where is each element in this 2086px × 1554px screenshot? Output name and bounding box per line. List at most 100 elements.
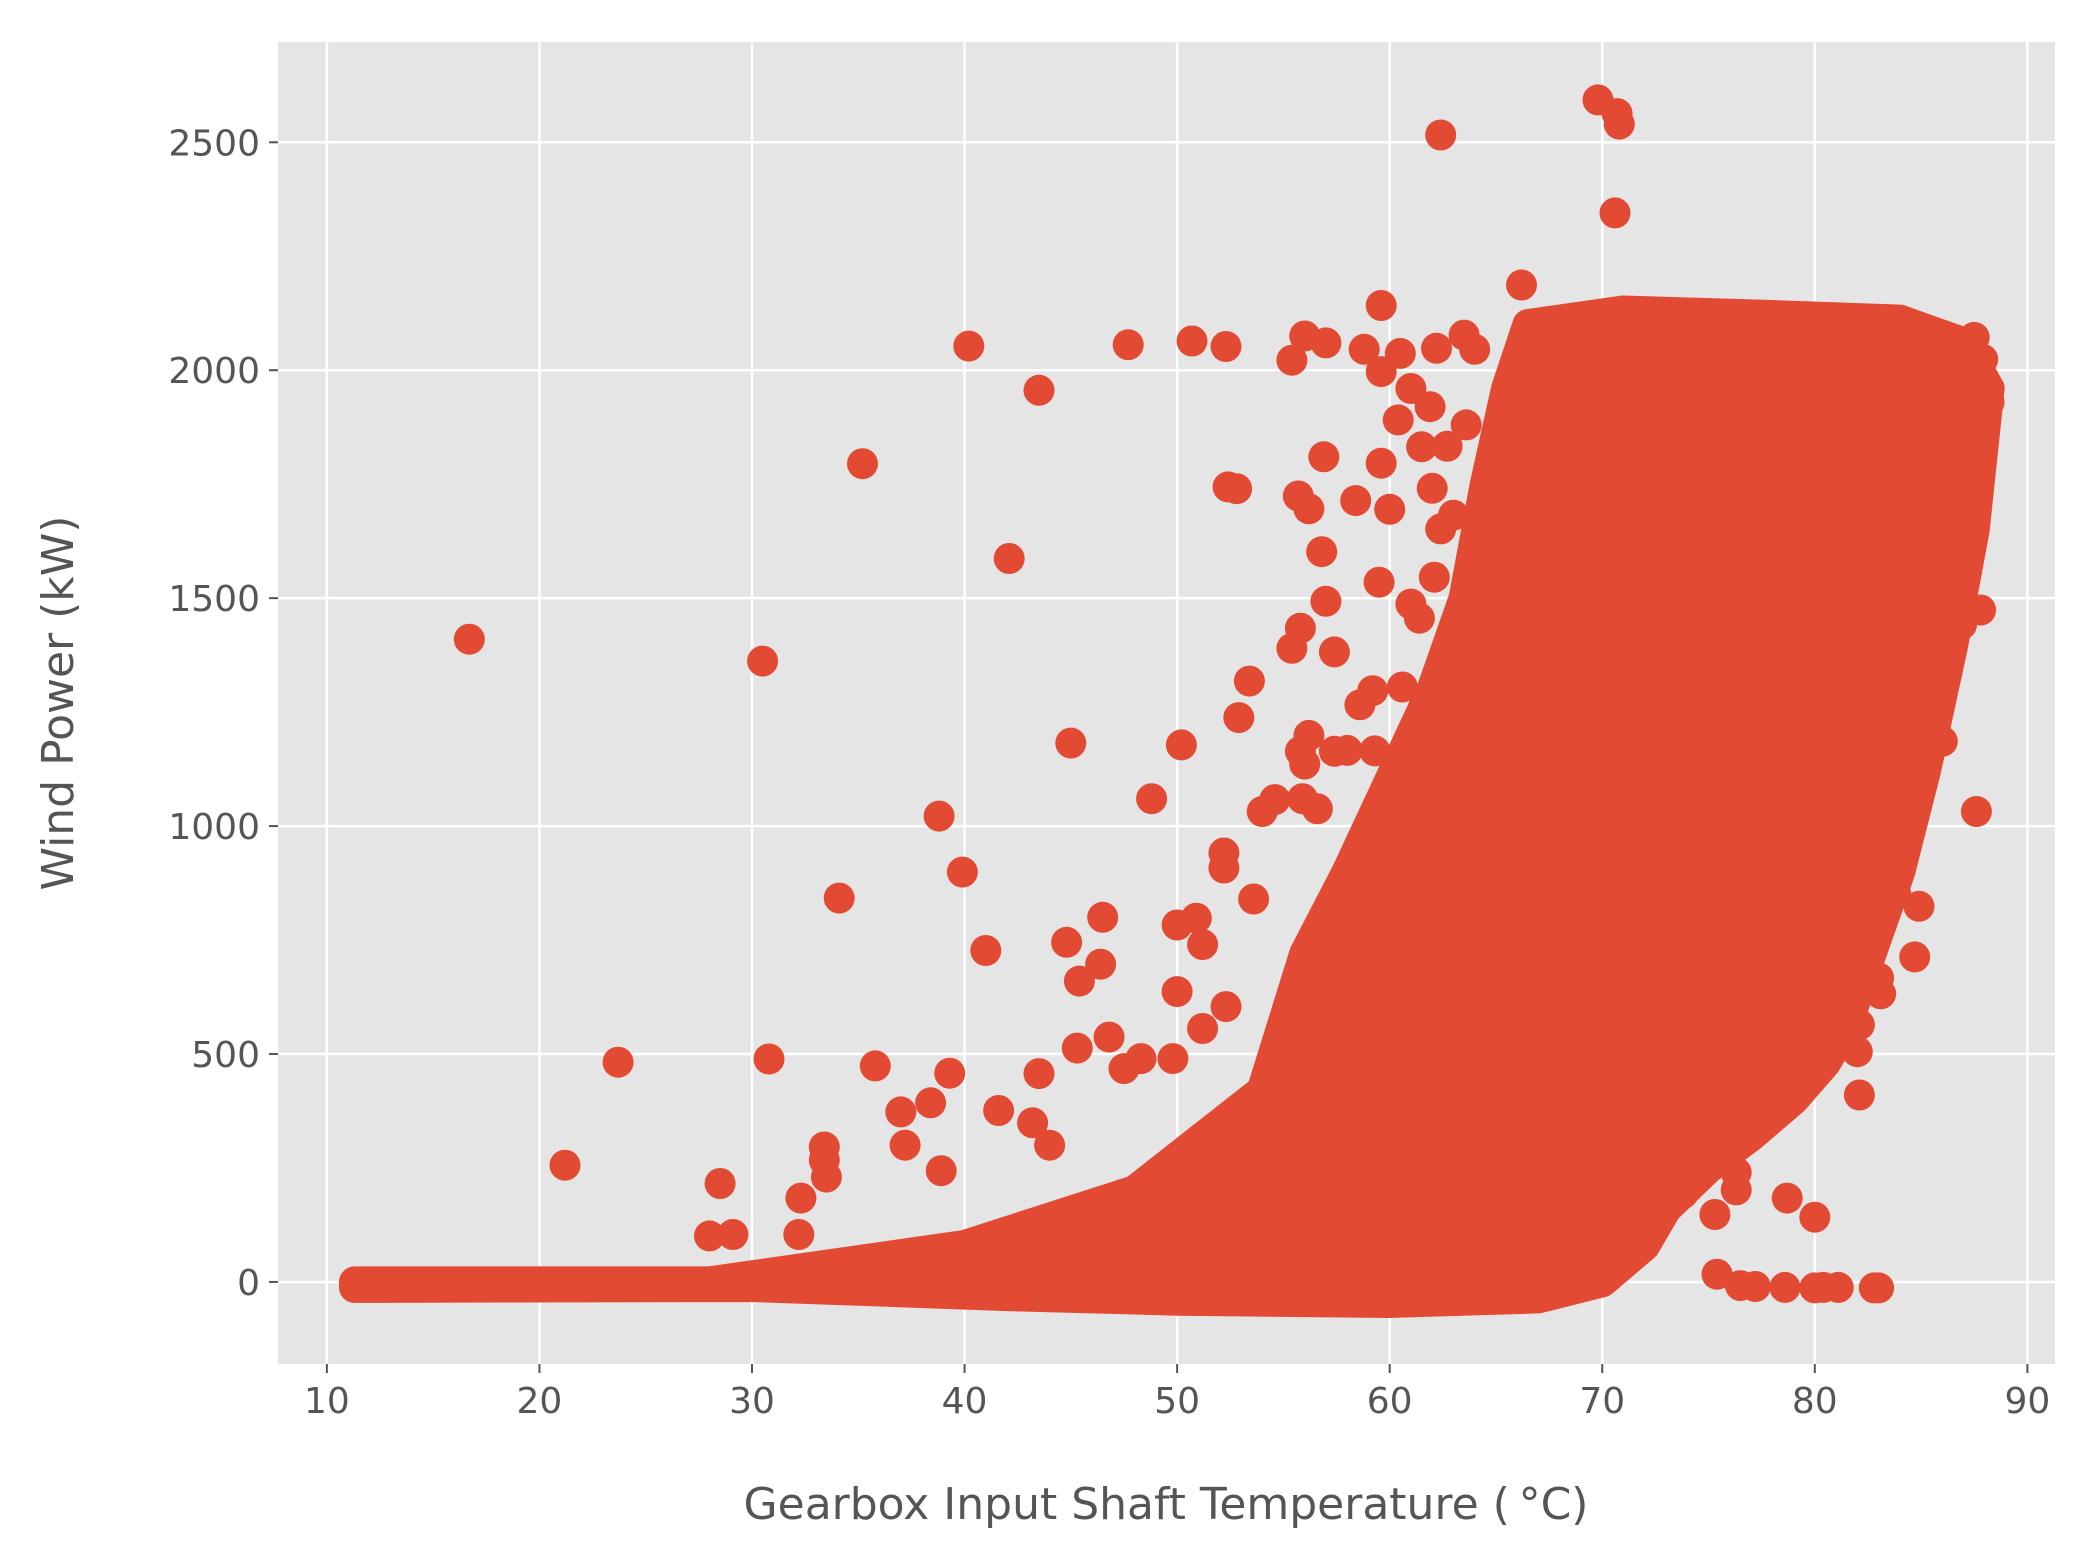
x-tick-label: 10	[304, 1381, 350, 1422]
data-point	[1386, 671, 1418, 703]
data-point	[810, 1161, 842, 1193]
data-point	[1863, 1272, 1895, 1304]
data-point	[1208, 852, 1240, 884]
data-point	[1161, 976, 1193, 1008]
data-point	[1926, 547, 1958, 579]
data-point	[747, 645, 779, 677]
data-point	[923, 800, 955, 832]
data-point	[1210, 331, 1242, 362]
data-point	[1739, 1271, 1771, 1302]
data-point	[859, 1050, 891, 1082]
data-point	[1085, 948, 1117, 980]
y-tick-label: 500	[191, 1035, 260, 1076]
data-point	[1023, 1058, 1055, 1090]
data-point	[1769, 1271, 1801, 1303]
data-point	[1357, 675, 1389, 707]
y-axis-label: Wind Power (kW)	[33, 516, 84, 891]
data-point	[1093, 1021, 1125, 1053]
data-point	[1017, 1107, 1049, 1139]
data-point	[934, 1057, 966, 1089]
data-point	[1822, 1271, 1854, 1303]
data-point	[1365, 290, 1397, 321]
data-point	[1293, 493, 1325, 525]
data-points	[453, 84, 2005, 1304]
data-point	[970, 935, 1002, 966]
data-point	[1176, 325, 1208, 357]
data-point	[1363, 566, 1395, 598]
data-point	[1238, 883, 1270, 915]
data-point	[549, 1149, 581, 1181]
data-point	[1051, 926, 1083, 958]
data-point	[1165, 729, 1197, 761]
data-point	[717, 1219, 749, 1250]
y-tick-label: 1500	[168, 579, 260, 620]
data-point	[1340, 485, 1372, 517]
data-point	[1161, 909, 1193, 941]
data-point	[1903, 890, 1935, 922]
data-point	[1406, 431, 1438, 463]
data-point	[1395, 373, 1427, 404]
data-point	[1403, 602, 1435, 634]
data-point	[453, 623, 485, 655]
data-point	[1187, 929, 1219, 961]
x-tick-label: 90	[2004, 1381, 2050, 1422]
data-point	[1187, 1013, 1219, 1044]
data-point	[1863, 962, 1895, 994]
data-point	[1289, 748, 1321, 780]
data-point	[847, 448, 878, 480]
axis-ticks: 10 20 30 40 50 60 70 80 90 0 500 1000 1500 2000 2500	[168, 123, 2050, 1422]
data-point	[1438, 499, 1469, 531]
data-point	[1223, 702, 1255, 734]
data-point	[1459, 333, 1491, 365]
data-point	[1233, 665, 1265, 697]
data-point	[785, 1182, 817, 1214]
data-point	[1699, 1199, 1731, 1230]
data-point	[1843, 1079, 1875, 1111]
data-point	[925, 1155, 957, 1187]
data-point	[1599, 197, 1631, 229]
data-point	[1425, 119, 1457, 151]
data-point	[1221, 473, 1253, 505]
data-point	[1061, 1032, 1093, 1064]
data-point	[602, 1046, 634, 1078]
data-point	[1259, 784, 1291, 816]
data-point	[1771, 1182, 1803, 1214]
x-tick-label: 50	[1154, 1381, 1200, 1422]
data-point	[1034, 1129, 1066, 1161]
data-point	[1382, 404, 1414, 436]
data-point	[1210, 991, 1242, 1023]
data-point	[1276, 632, 1308, 664]
data-point	[783, 1219, 815, 1250]
data-point	[1421, 332, 1452, 364]
data-point	[1310, 327, 1342, 359]
data-point	[1418, 561, 1450, 593]
data-point	[694, 1220, 725, 1252]
data-point	[1301, 793, 1333, 825]
data-point	[1506, 269, 1537, 301]
y-tick-label: 2500	[168, 123, 260, 164]
data-point	[1023, 374, 1055, 406]
data-point	[1973, 386, 2005, 418]
data-point	[1899, 941, 1931, 973]
data-point	[1055, 727, 1087, 759]
data-point	[993, 543, 1025, 574]
data-point	[1308, 441, 1340, 473]
data-point	[1833, 1028, 1865, 1060]
data-point	[983, 1095, 1015, 1126]
data-point	[915, 1087, 947, 1119]
data-point	[1293, 719, 1325, 751]
data-point	[1790, 1065, 1822, 1097]
x-tick-label: 20	[517, 1381, 563, 1422]
data-point	[1318, 636, 1350, 668]
data-point	[823, 882, 855, 914]
data-point	[1603, 108, 1635, 140]
y-tick-label: 2000	[168, 351, 260, 392]
data-point	[1331, 734, 1363, 766]
data-point	[1306, 536, 1338, 568]
data-point	[1839, 974, 1871, 1006]
data-point	[1960, 796, 1992, 827]
data-point	[1907, 714, 1939, 746]
data-point	[1087, 901, 1119, 933]
data-point	[1720, 1174, 1752, 1206]
